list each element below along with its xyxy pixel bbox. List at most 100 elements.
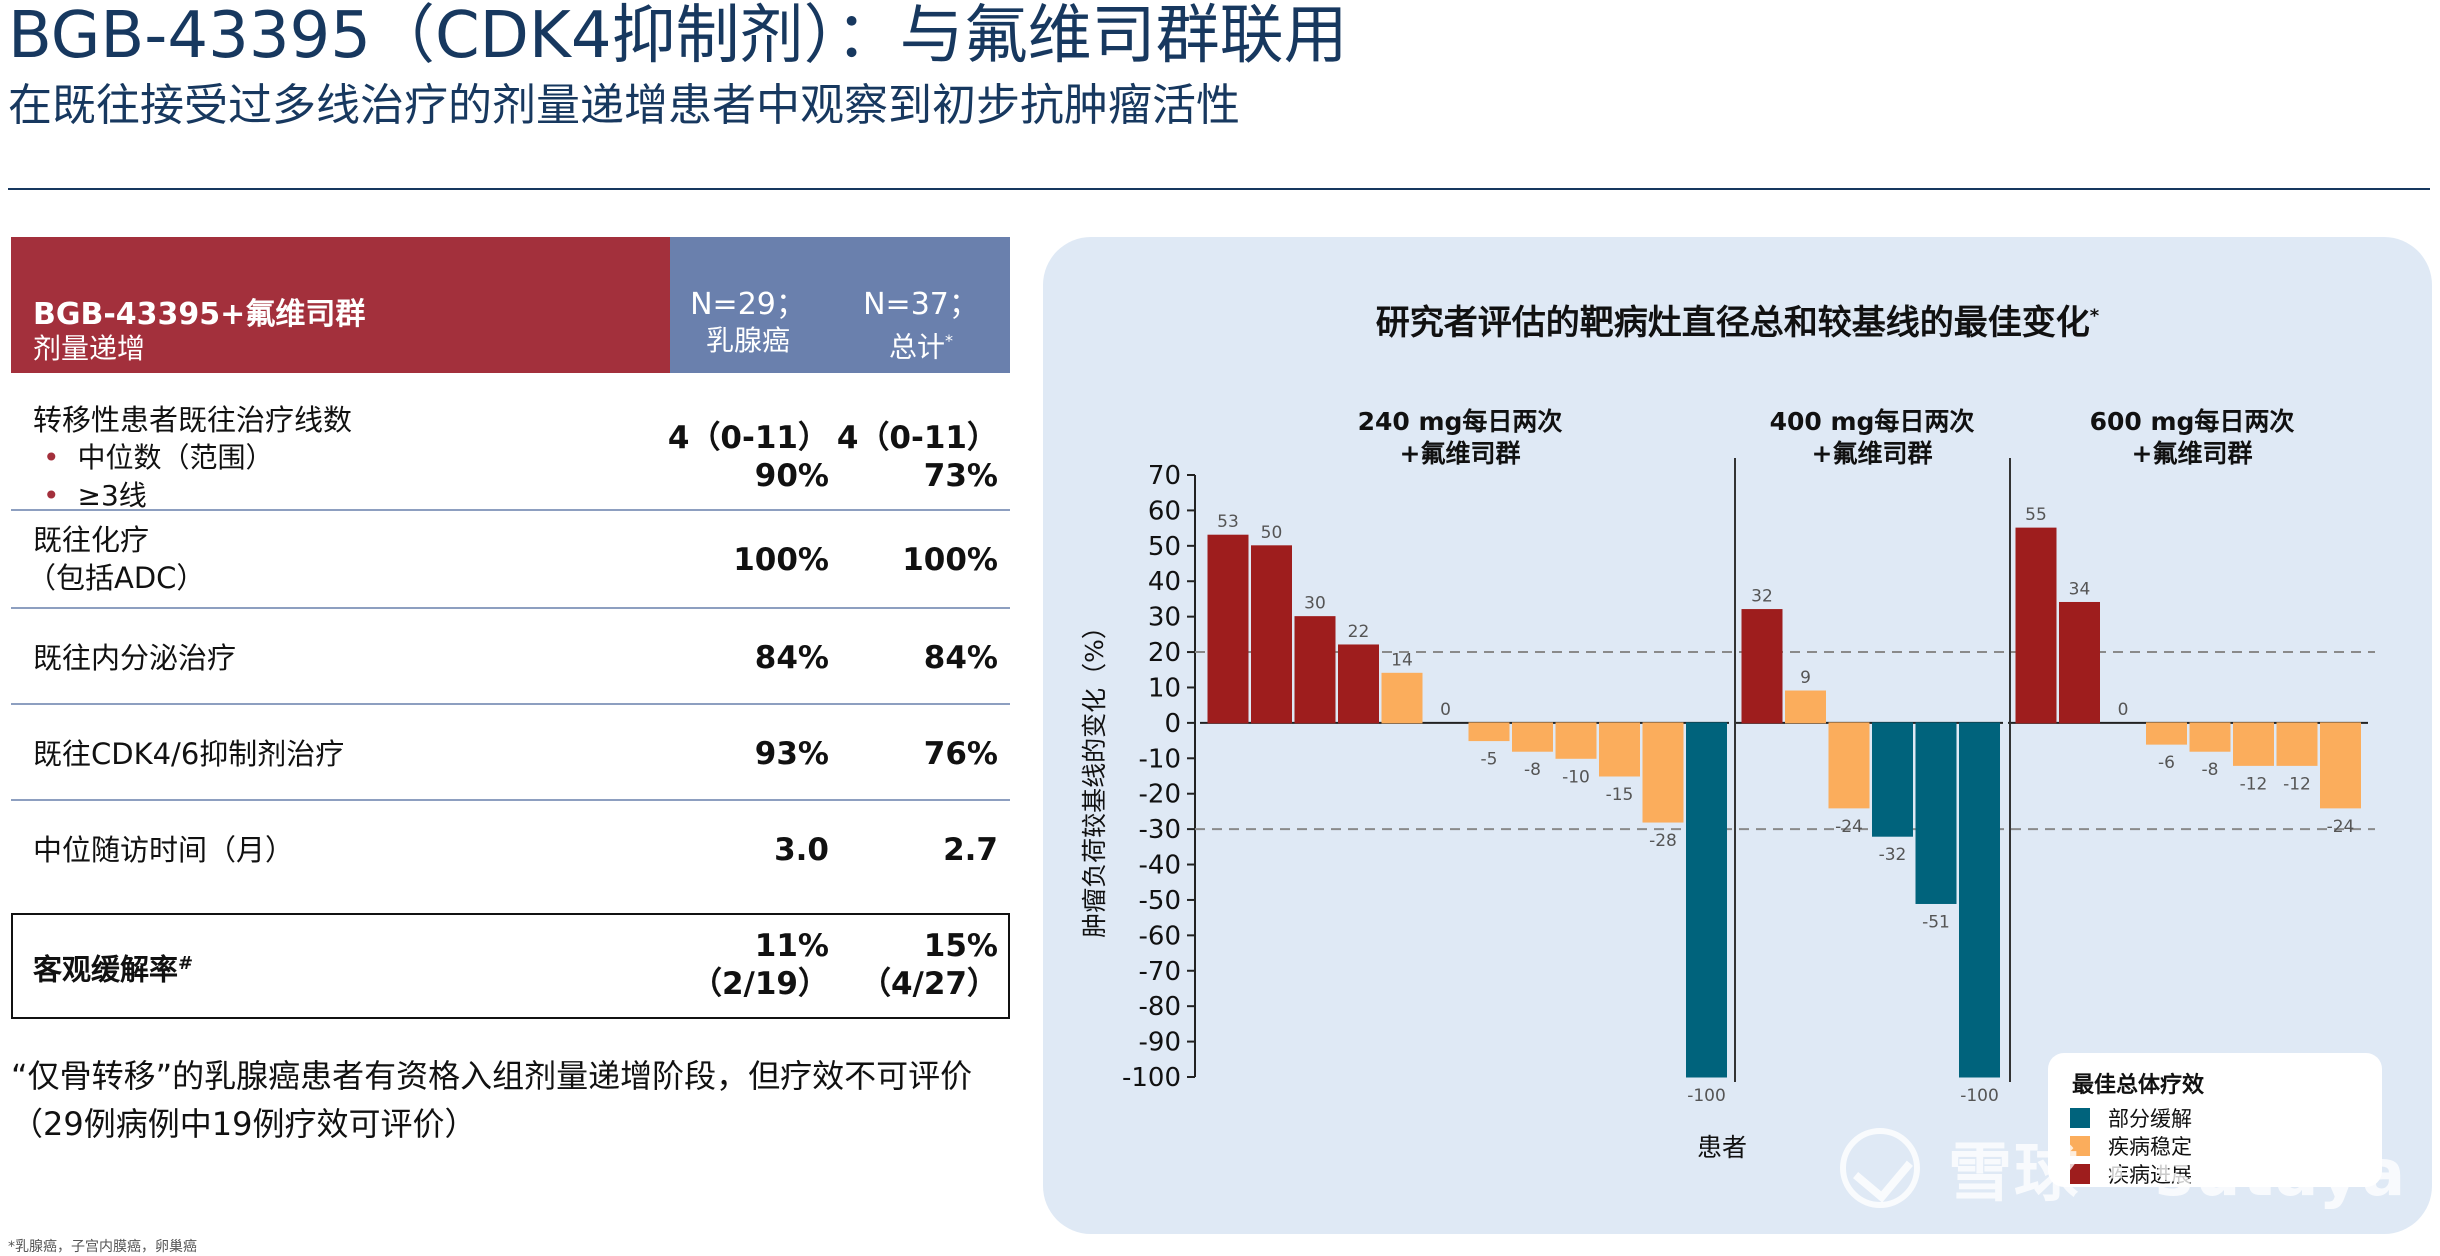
- table-header: BGB-43395+氟维司群 剂量递增 N=29； 乳腺癌 N=37； 总计*: [11, 237, 1010, 373]
- bar: [1555, 722, 1597, 759]
- y-tick-label: 70: [1148, 461, 1181, 491]
- y-tick-label: -20: [1139, 780, 1181, 810]
- bar: [1599, 722, 1640, 777]
- table-row-prior-chemo: 既往化疗 （包括ADC） 100% 100%: [11, 511, 1010, 609]
- table-row-followup: 中位随访时间（月） 3.0 2.7: [33, 832, 998, 868]
- bar-value-label: -100: [1960, 1086, 1999, 1106]
- y-tick-label: -60: [1139, 921, 1181, 951]
- legend-item-label: 部分缓解: [2108, 1107, 2192, 1131]
- bar: [1468, 722, 1510, 742]
- bar: [2146, 722, 2187, 745]
- page-title: BGB-43395（CDK4抑制剂）：与氟维司群联用: [8, 0, 1348, 73]
- bar-value-label: -24: [1835, 817, 1863, 837]
- y-tick-label: -40: [1139, 851, 1181, 881]
- chart-title: 研究者评估的靶病灶直径总和较基线的最佳变化*: [1375, 303, 2100, 343]
- bar: [1741, 609, 1783, 724]
- table-row-prior-endocrine: 既往内分泌治疗 84% 84%: [11, 609, 1010, 705]
- y-tick-label: -90: [1139, 1028, 1181, 1058]
- bar-value-label: -32: [1879, 845, 1907, 865]
- legend-box: [2048, 1053, 2382, 1187]
- table-row-orr: 客观缓解率# 11% 15% （2/19） （4/27）: [11, 913, 1010, 1019]
- bar: [2059, 601, 2100, 724]
- bar-value-label: 32: [1751, 587, 1773, 607]
- legend-title: 最佳总体疗效: [2072, 1072, 2204, 1098]
- y-tick-label: 30: [1148, 603, 1181, 633]
- table-col-total: N=37； 总计*: [863, 287, 979, 364]
- bar: [2189, 722, 2231, 752]
- bar-value-label: -5: [1481, 750, 1498, 770]
- bar: [1338, 644, 1379, 724]
- bar: [2233, 722, 2274, 766]
- y-axis-label: 肿瘤负荷较基线的变化（%）: [1080, 614, 1109, 938]
- page-subtitle: 在既往接受过多线治疗的剂量递增患者中观察到初步抗肿瘤活性: [8, 80, 1240, 131]
- bar-value-label: 14: [1391, 650, 1413, 670]
- bar: [1251, 545, 1292, 724]
- bar-value-label: -28: [1649, 831, 1677, 851]
- y-tick-label: 60: [1148, 496, 1181, 526]
- bar: [2015, 527, 2057, 724]
- y-tick-label: -50: [1139, 886, 1181, 916]
- group-label-sub: +氟维司群: [1400, 439, 1521, 468]
- bar-value-label: 55: [2025, 505, 2047, 525]
- bar-value-label: 50: [1261, 523, 1283, 543]
- bar-value-label: -51: [1922, 912, 1950, 932]
- y-tick-label: -70: [1139, 957, 1181, 987]
- legend-item-label: 疾病稳定: [2108, 1135, 2192, 1159]
- table-header-title: BGB-43395+氟维司群: [33, 297, 366, 332]
- bar: [1207, 534, 1249, 724]
- y-tick-label: 0: [1164, 709, 1181, 739]
- legend-swatch: [2070, 1136, 2090, 1156]
- bar-value-label: 22: [1348, 622, 1370, 642]
- bar: [1381, 672, 1423, 724]
- group-label-sub: +氟维司群: [2132, 439, 2253, 468]
- bar: [1686, 722, 1727, 1078]
- y-tick-label: 40: [1148, 567, 1181, 597]
- bar: [1512, 722, 1553, 752]
- legend-item-label: 疾病进展: [2108, 1163, 2192, 1187]
- legend-swatch: [2070, 1164, 2090, 1184]
- bar: [1959, 722, 2000, 1078]
- group-label: 600 mg每日两次: [2090, 407, 2295, 436]
- group-label: 400 mg每日两次: [1770, 407, 1975, 436]
- bar: [1915, 722, 1957, 904]
- watermark-text: 雪球 · sutaya: [1948, 1137, 2408, 1211]
- bar-value-label: -12: [2240, 774, 2268, 794]
- table-header-subtitle: 剂量递增: [33, 332, 146, 365]
- bar-value-label: 0: [2118, 700, 2129, 720]
- bar: [1785, 690, 1826, 724]
- bar-value-label: -10: [1562, 767, 1590, 787]
- bar-value-label: 9: [1800, 668, 1811, 688]
- bar-value-label: 34: [2069, 579, 2091, 599]
- bar-value-label: -12: [2283, 774, 2311, 794]
- bar-value-label: -15: [1606, 785, 1634, 805]
- bar-value-label: -6: [2158, 753, 2175, 773]
- y-tick-label: -100: [1122, 1063, 1181, 1093]
- bar-value-label: -8: [1524, 760, 1541, 780]
- bar-value-label: 0: [1440, 700, 1451, 720]
- y-tick-label: 50: [1148, 532, 1181, 562]
- bar-value-label: 53: [1217, 512, 1239, 532]
- bar: [2276, 722, 2318, 766]
- bar-value-label: -24: [2327, 817, 2355, 837]
- y-tick-label: -80: [1139, 992, 1181, 1022]
- bar: [1872, 722, 1913, 837]
- evaluability-note: “仅骨转移”的乳腺癌患者有资格入组剂量递增阶段，但疗效不可评价 （29例病例中1…: [11, 1057, 973, 1143]
- bar-value-label: -100: [1687, 1086, 1726, 1106]
- bar: [2320, 722, 2361, 809]
- y-tick-label: 20: [1148, 638, 1181, 668]
- bar-value-label: 30: [1304, 594, 1326, 614]
- table-row-prior-lines: 转移性患者既往治疗线数 • 中位数（范围） • ≥3线 4（0-11） 4（0-11…: [11, 373, 1010, 512]
- x-axis-label: 患者: [1697, 1133, 1747, 1162]
- y-tick-label: -30: [1139, 815, 1181, 845]
- bar: [1294, 616, 1336, 724]
- legend-swatch: [2070, 1108, 2090, 1128]
- bar-value-label: -8: [2202, 760, 2219, 780]
- watermark-logo: [1840, 1128, 1920, 1208]
- group-label-sub: +氟维司群: [1812, 439, 1933, 468]
- table-row-prior-cdk46: 既往CDK4/6抑制剂治疗 93% 76%: [11, 705, 1010, 801]
- header-divider: [8, 188, 2430, 190]
- y-tick-label: 10: [1148, 673, 1181, 703]
- bar: [1828, 722, 1870, 809]
- bar: [1642, 722, 1684, 823]
